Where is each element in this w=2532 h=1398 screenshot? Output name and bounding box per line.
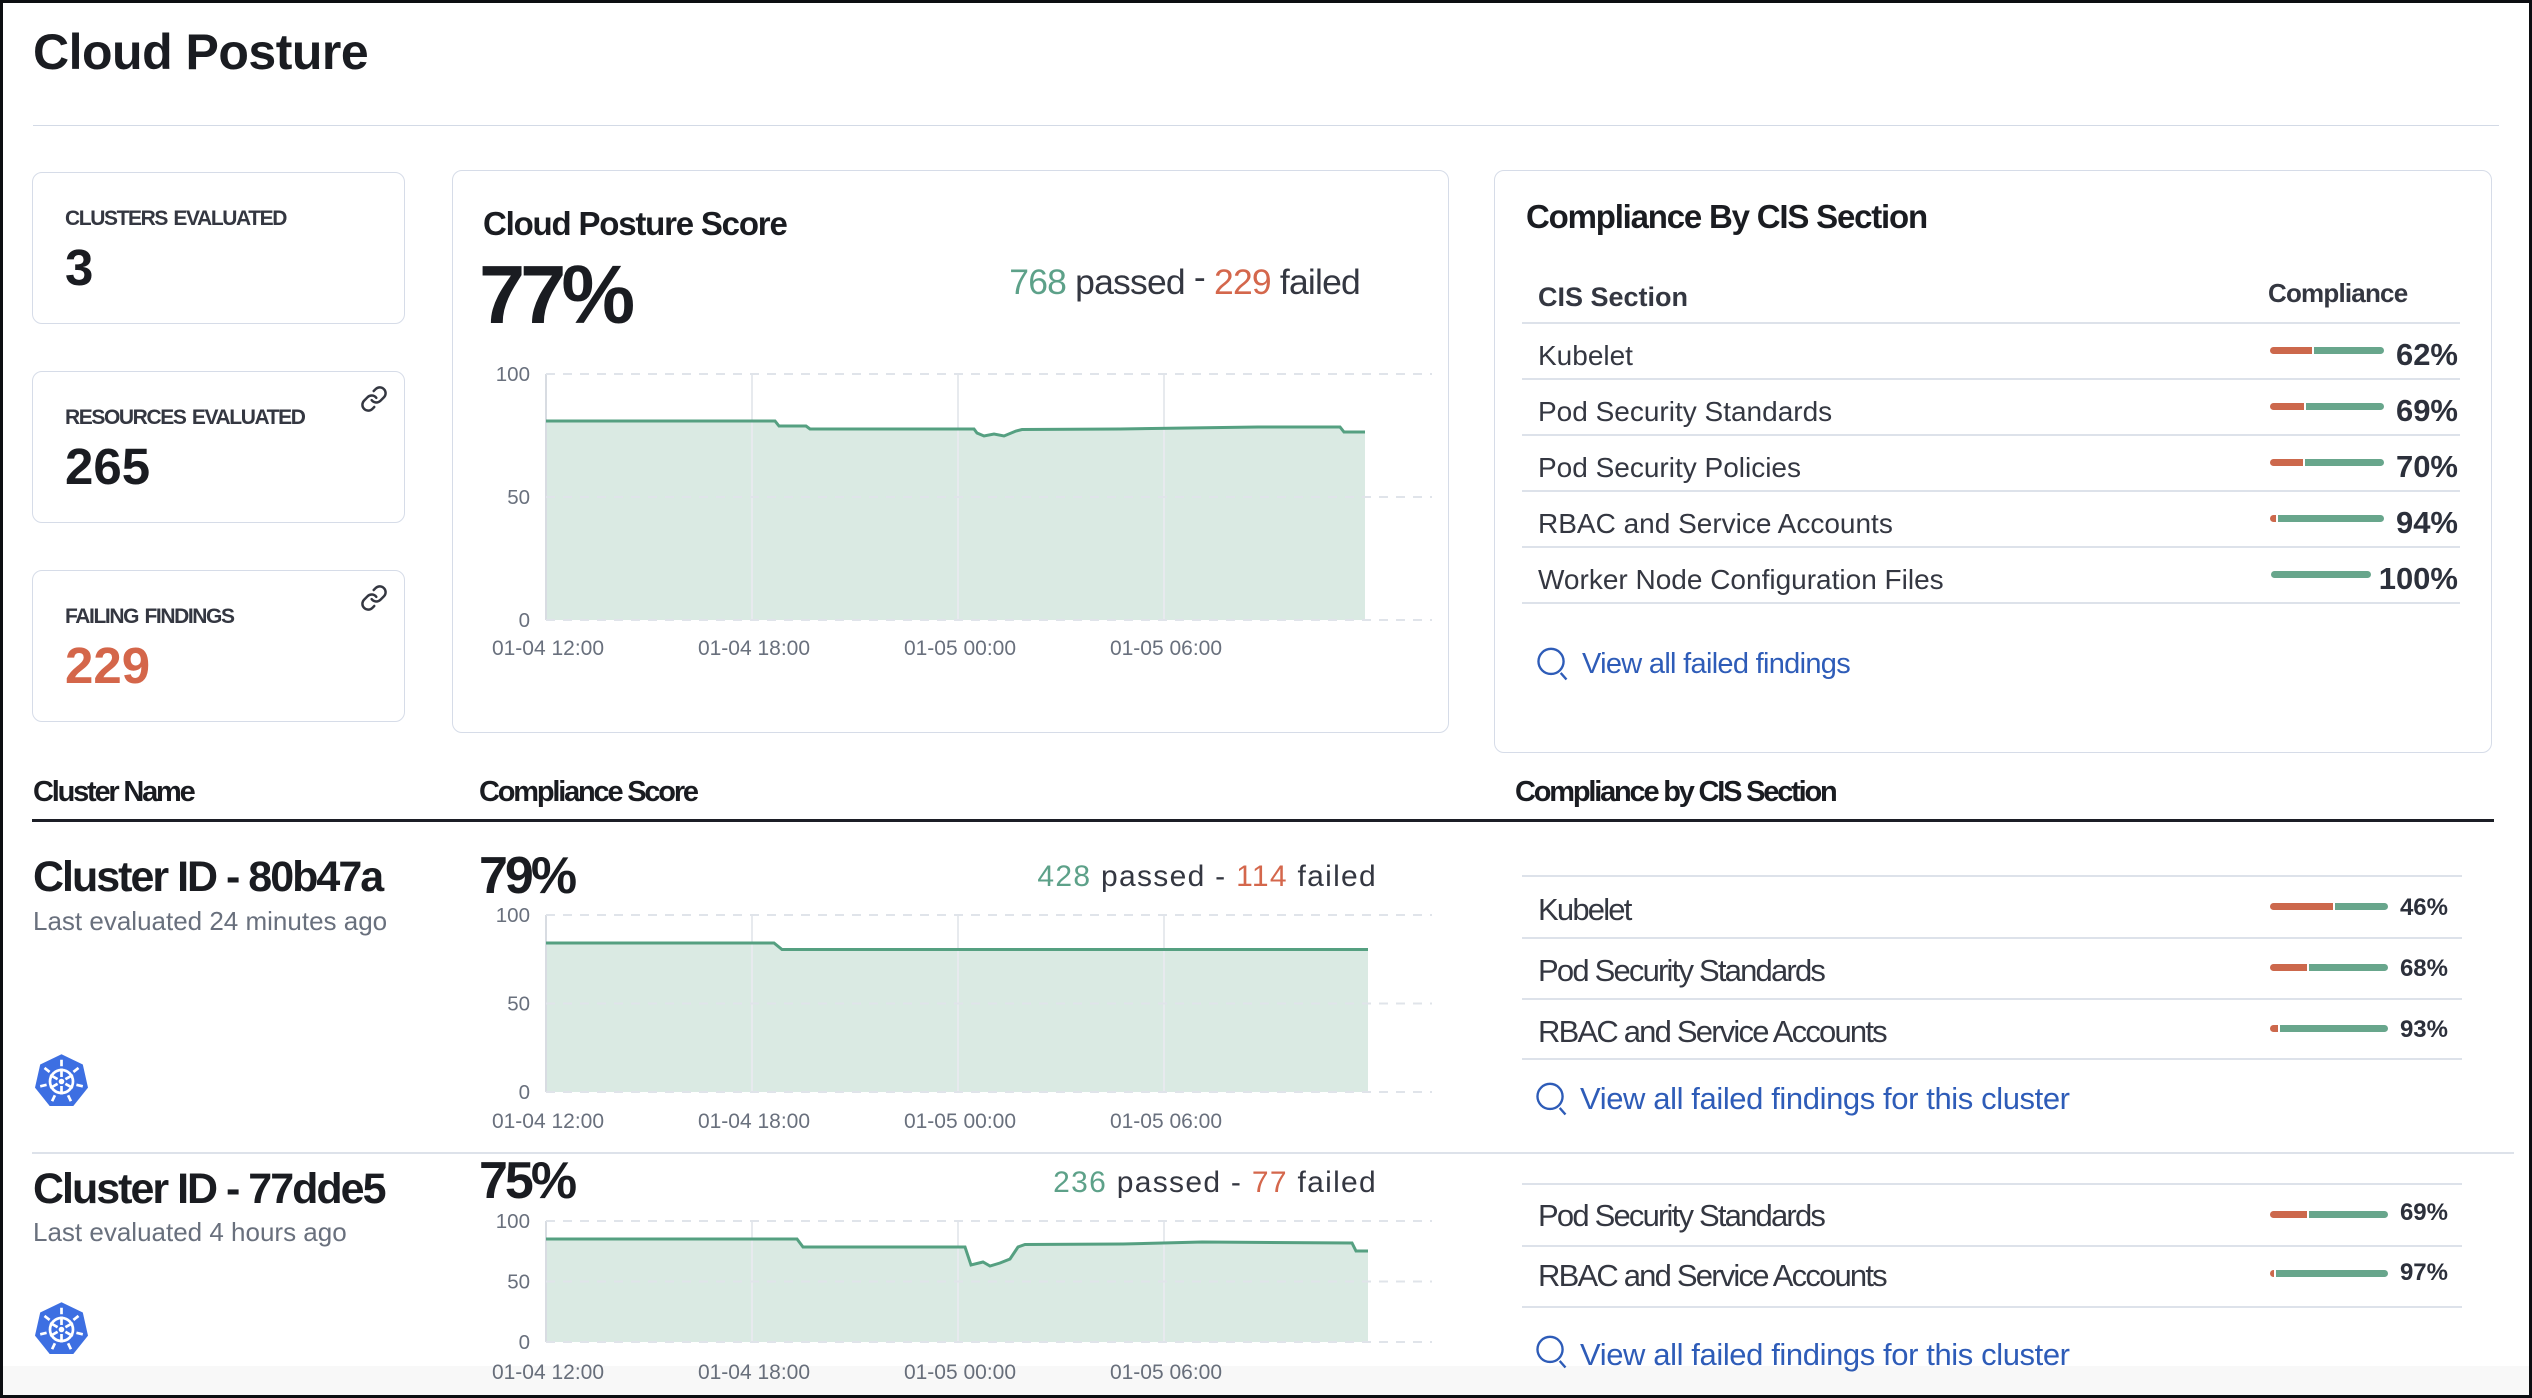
svg-text:50: 50 [507, 993, 530, 1016]
svg-text:01-05 06:00: 01-05 06:00 [1110, 1110, 1222, 1133]
svg-text:0: 0 [519, 609, 530, 632]
svg-text:100: 100 [496, 904, 530, 927]
svg-text:100: 100 [496, 363, 530, 386]
svg-text:01-04 12:00: 01-04 12:00 [492, 1110, 604, 1133]
svg-text:50: 50 [507, 486, 530, 509]
svg-text:01-04 18:00: 01-04 18:00 [698, 1361, 810, 1384]
svg-text:0: 0 [519, 1331, 530, 1354]
svg-text:01-04 18:00: 01-04 18:00 [698, 637, 810, 660]
svg-text:01-05 00:00: 01-05 00:00 [904, 637, 1016, 660]
svg-text:100: 100 [496, 1210, 530, 1233]
svg-text:01-05 00:00: 01-05 00:00 [904, 1110, 1016, 1133]
svg-text:01-04 12:00: 01-04 12:00 [492, 1361, 604, 1384]
svg-text:50: 50 [507, 1271, 530, 1294]
svg-text:01-05 06:00: 01-05 06:00 [1110, 1361, 1222, 1384]
svg-text:01-04 12:00: 01-04 12:00 [492, 637, 604, 660]
svg-text:01-04 18:00: 01-04 18:00 [698, 1110, 810, 1133]
svg-text:01-05 00:00: 01-05 00:00 [904, 1361, 1016, 1384]
svg-text:01-05 06:00: 01-05 06:00 [1110, 637, 1222, 660]
svg-text:0: 0 [519, 1081, 530, 1104]
